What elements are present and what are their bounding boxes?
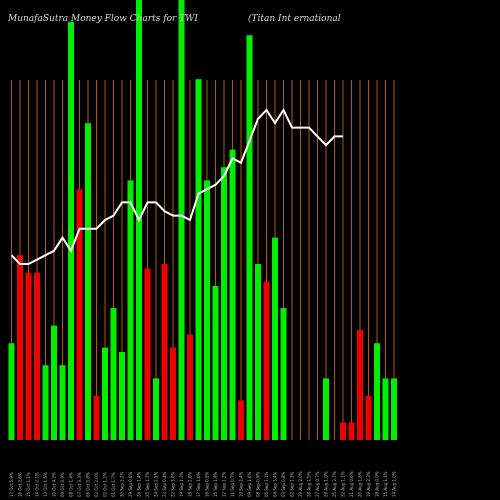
x-tick-label: 23 Sep 0.4% (162, 471, 167, 497)
bar (178, 0, 185, 440)
x-tick-label: 10 Oct 4.2% (52, 472, 57, 497)
bar (204, 180, 210, 440)
x-tick-label: 01 Oct 1.7% (111, 472, 116, 497)
bar (153, 378, 159, 440)
chart-title: MunafaSutra Money Flow Charts for TWI (7, 14, 198, 24)
bar (51, 325, 57, 440)
bar (102, 347, 108, 440)
x-tick-label: 16 Oct 2.6% (18, 472, 23, 497)
bar (272, 237, 278, 440)
bar (17, 255, 23, 440)
x-tick-label: 09 Oct 0.9% (60, 472, 65, 497)
bar (68, 22, 74, 440)
x-tick-label: 03 Sep 0.8% (281, 471, 286, 497)
bar (238, 400, 244, 440)
x-tick-label: 13 Oct 1.5% (43, 472, 48, 497)
bar (76, 189, 83, 440)
bar (144, 268, 151, 440)
x-tick-label: 17 Sep 1.0% (196, 471, 201, 497)
bar (195, 79, 202, 440)
bar (42, 365, 49, 440)
x-tick-label: 08 Oct 1.4% (69, 472, 74, 497)
bar (255, 264, 261, 440)
bar (357, 330, 363, 440)
x-axis-ticks: 17 Oct 5.9% 16 Oct 2.6% 15 Oct 1.1% 14 Oct … (9, 471, 397, 497)
x-tick-label: 02 Sep 1.3% (290, 471, 295, 497)
x-tick-label: 29 Sep 0.6% (128, 471, 133, 497)
chart-subtitle: (Titan Int ernational (248, 13, 341, 24)
x-tick-label: 10 Sep 2.4% (239, 471, 244, 497)
x-tick-label: 21 Aug 0.6% (349, 471, 354, 497)
bar (229, 149, 236, 440)
x-tick-label: 19 Aug 2.3% (366, 471, 371, 497)
x-tick-label: 02 Oct 1.2% (103, 472, 108, 497)
bar (263, 281, 270, 440)
bar (8, 343, 15, 440)
x-tick-label: 14 Aug 1.0% (392, 471, 397, 497)
x-tick-label: 17 Oct 5.9% (9, 472, 14, 497)
x-tick-label: 30 Sep 2.2% (120, 471, 125, 497)
x-tick-label: 15 Oct 1.1% (26, 472, 31, 497)
x-tick-label: 03 Oct 2.0% (94, 472, 99, 497)
bar (221, 167, 227, 440)
x-tick-label: 12 Sep 1.2% (222, 471, 227, 497)
bar (25, 272, 32, 440)
bar (374, 343, 380, 440)
x-tick-label: 25 Aug 2.7% (332, 471, 337, 497)
x-tick-label: 14 Oct 2.1% (35, 472, 40, 497)
x-tick-label: 11 Sep 0.7% (230, 471, 235, 497)
x-tick-label: 07 Oct 3.3% (77, 472, 82, 497)
x-tick-label: 24 Sep 2.5% (154, 471, 159, 497)
bar (85, 123, 91, 440)
x-tick-label: 29 Aug 2.0% (298, 471, 303, 497)
x-tick-label: 09 Sep 1.6% (247, 471, 252, 497)
bar (110, 308, 117, 440)
bar (348, 422, 355, 440)
bar (280, 308, 287, 440)
x-tick-label: 05 Sep 1.1% (264, 471, 269, 497)
x-tick-label: 16 Sep 0.5% (205, 471, 210, 497)
x-tick-label: 26 Aug 1.9% (324, 471, 329, 497)
bar (340, 422, 346, 440)
bar (212, 286, 219, 440)
money-flow-line (10, 107, 343, 265)
x-tick-label: 27 Aug 0.7% (315, 471, 320, 497)
bar (187, 334, 193, 440)
x-tick-label: 06 Oct 0.8% (86, 472, 91, 497)
bar (365, 396, 372, 440)
bar (34, 272, 40, 440)
x-tick-label: 19 Sep 1.3% (179, 471, 184, 497)
bar (382, 378, 389, 440)
bar (170, 347, 176, 440)
x-tick-label: 22 Sep 3.0% (171, 471, 176, 497)
bar (127, 180, 134, 440)
x-tick-label: 18 Aug 0.9% (375, 471, 380, 497)
bar (93, 396, 100, 440)
x-tick-label: 26 Sep 1.4% (137, 471, 142, 497)
x-tick-label: 20 Aug 1.8% (358, 471, 363, 497)
bar (323, 378, 329, 440)
bar (391, 378, 397, 440)
bar (119, 352, 125, 440)
x-tick-label: 15 Aug 1.4% (383, 471, 388, 497)
x-tick-label: 18 Sep 2.8% (188, 471, 193, 497)
x-tick-label: 04 Sep 3.4% (273, 471, 278, 497)
x-tick-label: 22 Aug 1.1% (341, 471, 346, 497)
x-tick-label: 15 Sep 1.9% (213, 471, 218, 497)
bar (246, 35, 253, 440)
x-tick-label: 08 Sep 0.9% (256, 471, 261, 497)
bar (161, 264, 168, 440)
x-tick-label: 28 Aug 1.5% (307, 471, 312, 497)
bar (59, 365, 66, 440)
x-tick-label: 25 Sep 1.7% (145, 471, 150, 497)
